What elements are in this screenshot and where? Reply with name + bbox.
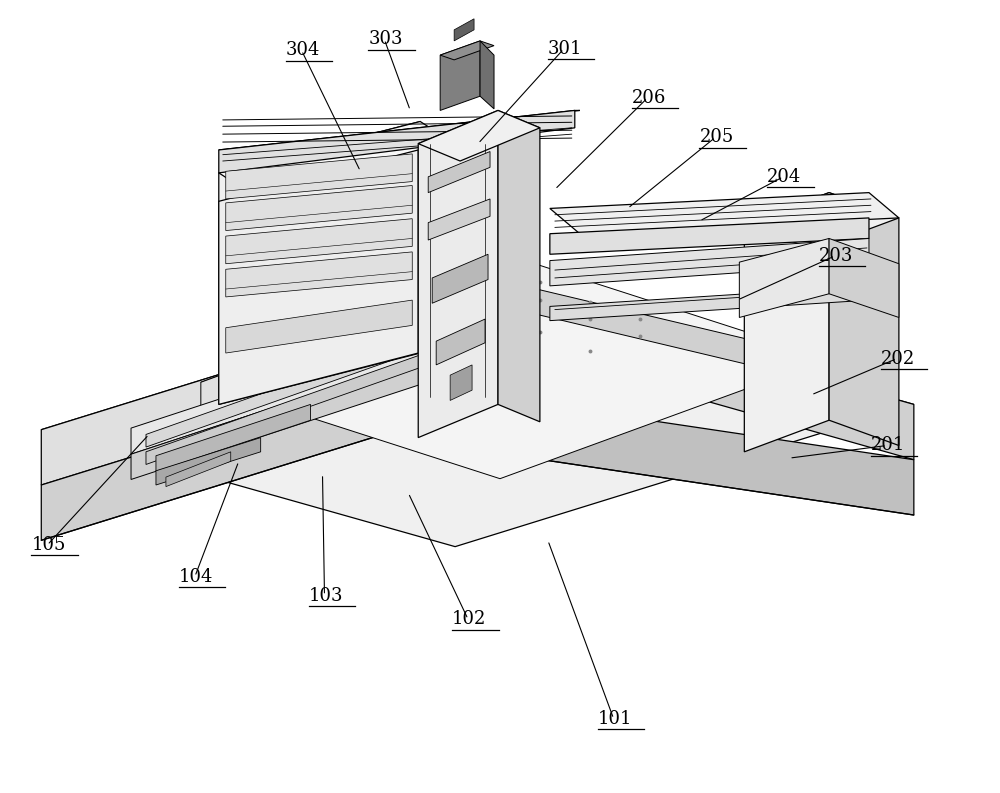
Polygon shape [226,154,412,199]
Text: 301: 301 [548,40,582,58]
Polygon shape [440,41,480,110]
Text: 204: 204 [767,168,802,186]
Polygon shape [550,218,869,255]
Polygon shape [41,343,500,540]
Polygon shape [219,110,580,150]
Polygon shape [418,110,498,438]
Polygon shape [454,19,474,41]
Polygon shape [550,239,869,285]
Polygon shape [219,121,452,193]
Polygon shape [550,193,899,234]
Polygon shape [432,255,488,303]
Polygon shape [428,199,490,240]
Polygon shape [41,287,914,546]
Polygon shape [550,285,869,320]
Polygon shape [428,151,490,193]
Text: 303: 303 [368,30,403,48]
Polygon shape [744,193,899,250]
Text: 304: 304 [286,41,320,59]
Polygon shape [226,252,412,297]
Polygon shape [440,41,494,59]
Polygon shape [480,41,494,109]
Text: 201: 201 [871,436,905,454]
Polygon shape [829,239,899,317]
Polygon shape [829,193,899,446]
Polygon shape [226,300,412,353]
Polygon shape [500,398,914,515]
Text: 104: 104 [179,568,213,586]
Polygon shape [226,219,412,264]
Polygon shape [41,287,500,485]
Polygon shape [146,320,468,447]
Polygon shape [146,338,468,465]
Polygon shape [219,121,420,404]
Text: 101: 101 [598,710,632,728]
Polygon shape [201,262,829,479]
Polygon shape [450,365,472,400]
Text: 203: 203 [819,247,853,265]
Polygon shape [739,239,829,317]
Polygon shape [498,110,540,422]
Text: 205: 205 [699,128,734,146]
Polygon shape [131,339,480,480]
Polygon shape [744,193,829,452]
Polygon shape [166,452,231,487]
Polygon shape [201,262,530,408]
Polygon shape [156,438,261,485]
Polygon shape [219,110,575,173]
Text: 102: 102 [452,611,487,628]
Polygon shape [131,313,480,454]
Polygon shape [418,110,540,161]
Polygon shape [500,287,914,460]
Polygon shape [436,319,485,365]
Text: 103: 103 [309,587,343,604]
Polygon shape [226,186,412,231]
Text: 202: 202 [881,350,915,368]
Polygon shape [530,287,829,384]
Polygon shape [156,404,311,472]
Text: 105: 105 [31,536,66,554]
Polygon shape [219,150,418,404]
Text: 206: 206 [632,89,666,107]
